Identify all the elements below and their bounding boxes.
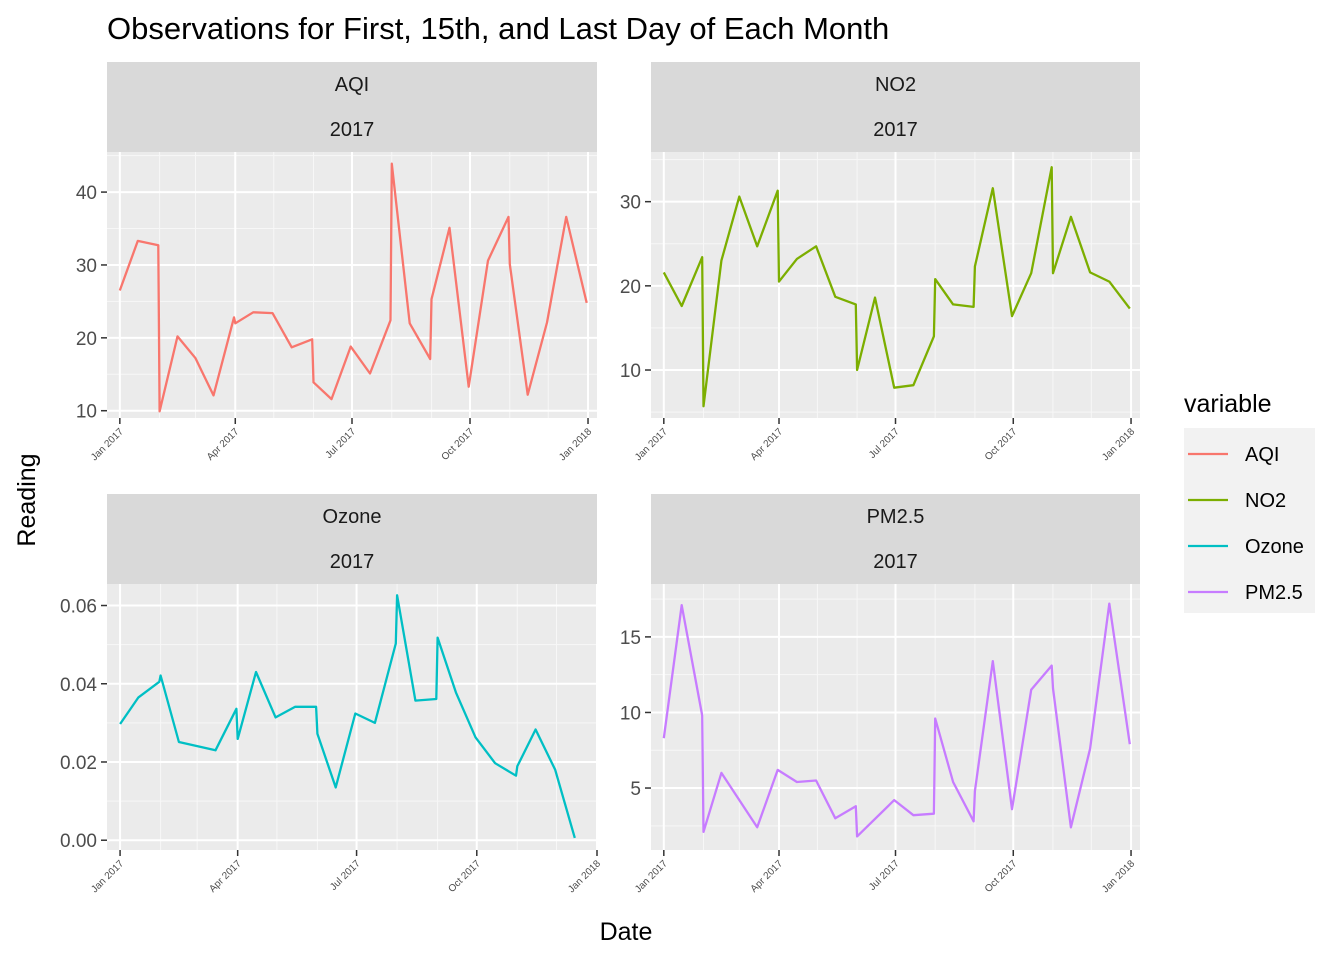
x-tick-label: Jul 2017 (324, 426, 359, 461)
x-tick-label: Apr 2017 (207, 858, 244, 895)
x-tick-label: Jan 2017 (633, 426, 670, 463)
series-line-pm2-5 (662, 602, 1131, 838)
legend-background (1184, 428, 1315, 613)
x-tick-label: Jul 2017 (867, 858, 902, 893)
strip-background (107, 494, 597, 584)
series-line-no2 (662, 166, 1131, 408)
y-tick-label: 10 (620, 361, 641, 382)
strip-label: 2017 (873, 551, 918, 573)
strip-label: PM2.5 (867, 506, 925, 528)
strip-label: 2017 (330, 551, 375, 573)
panel-no2: NO2 2017 10 20 30 Jan 2017 Apr 2017 Jul 2017 Oct… (620, 62, 1140, 463)
x-tick-label: Oct 2017 (446, 858, 483, 895)
strip-label: NO2 (875, 74, 916, 96)
series-line-ozone (119, 594, 576, 839)
strip-label: AQI (335, 74, 369, 96)
strip-label: 2017 (330, 119, 375, 141)
panel-background (107, 584, 597, 850)
legend-label-ozone: Ozone (1245, 536, 1304, 558)
x-tick-label: Apr 2017 (749, 858, 786, 895)
y-tick-label: 30 (76, 256, 97, 277)
y-tick-label: 0.04 (60, 675, 97, 696)
y-tick-label: 10 (620, 703, 641, 724)
series-line-aqi (118, 162, 588, 413)
x-tick-label: Jan 2017 (89, 858, 126, 895)
y-tick-label: 0.00 (60, 831, 97, 852)
x-tick-label: Jan 2018 (1100, 858, 1137, 895)
y-tick-label: 5 (630, 779, 641, 800)
legend-label-no2: NO2 (1245, 490, 1286, 512)
y-tick-label: 30 (620, 193, 641, 214)
strip-background (651, 62, 1140, 152)
strip-background (651, 494, 1140, 584)
x-tick-label: Jan 2018 (566, 858, 603, 895)
y-tick-label: 0.06 (60, 597, 97, 618)
y-tick-label: 40 (76, 183, 97, 204)
strip-label: Ozone (323, 506, 382, 528)
y-tick-label: 15 (620, 628, 641, 649)
chart-title: Observations for First, 15th, and Last D… (107, 11, 889, 46)
legend-title: variable (1184, 390, 1272, 418)
x-tick-label: Jan 2018 (557, 426, 594, 463)
y-tick-label: 20 (76, 329, 97, 350)
x-axis-title: Date (600, 918, 653, 946)
strip-label: 2017 (873, 119, 918, 141)
x-tick-label: Jul 2017 (328, 858, 363, 893)
y-tick-label: 0.02 (60, 753, 97, 774)
x-tick-label: Jan 2018 (1100, 426, 1137, 463)
legend-label-aqi: AQI (1245, 444, 1279, 466)
x-tick-label: Apr 2017 (749, 426, 786, 463)
panel-ozone: Ozone 2017 0.00 0.02 0.04 0.06 Jan 2017 Apr 201… (60, 494, 603, 895)
x-tick-label: Oct 2017 (983, 426, 1020, 463)
legend-label-pm2-5: PM2.5 (1245, 582, 1303, 604)
y-axis-title: Reading (13, 453, 41, 546)
x-tick-label: Apr 2017 (205, 426, 242, 463)
x-tick-label: Jan 2017 (633, 858, 670, 895)
y-tick-label: 10 (76, 402, 97, 423)
strip-background (107, 62, 597, 152)
x-tick-label: Oct 2017 (983, 858, 1020, 895)
panel-aqi: AQI 2017 10 20 30 40 Jan 2017 Apr 2017 Jul 2017 O… (76, 62, 597, 463)
panel-pm2-5: PM2.5 2017 5 10 15 Jan 2017 Apr 2017 Jul 2017 Oc… (620, 494, 1140, 895)
y-tick-label: 20 (620, 277, 641, 298)
x-tick-label: Jan 2017 (89, 426, 126, 463)
x-tick-label: Oct 2017 (440, 426, 477, 463)
legend: variable AQI NO2 Ozone PM2.5 (1184, 390, 1315, 613)
x-tick-label: Jul 2017 (867, 426, 902, 461)
